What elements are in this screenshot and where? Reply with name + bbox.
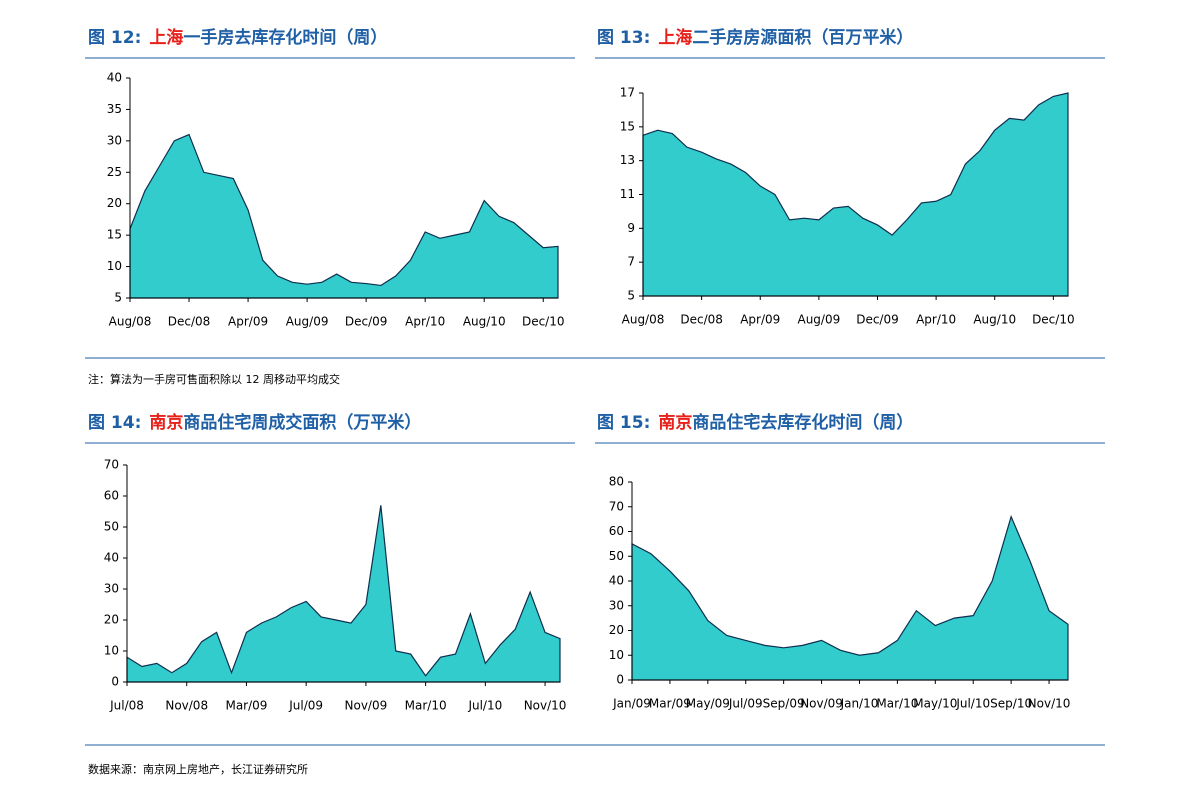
title-part: 二手房房源面积（百万平米） [692,27,913,48]
x-tick-label: Apr/09 [228,315,268,329]
y-tick-label: 70 [104,458,119,472]
title-part: 上海 [149,27,183,48]
x-tick-label: Aug/08 [622,313,665,327]
y-tick-label: 40 [104,551,119,565]
x-tick-label: Apr/09 [740,313,780,327]
title-part: 商品住宅周成交面积（万平米） [183,412,421,433]
x-tick-label: Jul/09 [728,697,763,711]
y-tick-label: 25 [107,165,122,179]
x-tick-label: May/10 [913,697,957,711]
x-tick-label: Dec/08 [680,313,723,327]
x-tick-label: Nov/09 [800,697,843,711]
x-tick-label: May/09 [686,697,730,711]
y-tick-label: 5 [114,291,122,305]
x-tick-label: Mar/09 [225,699,267,713]
x-tick-label: Aug/10 [973,313,1016,327]
y-tick-label: 40 [107,71,122,85]
x-tick-label: Nov/10 [524,699,567,713]
y-tick-label: 9 [627,221,635,235]
area [129,133,559,299]
title-part: 图 12: [88,28,141,48]
x-tick-label: Jan/09 [612,697,651,711]
y-tick-label: 0 [111,675,119,689]
x-tick-label: Nov/08 [165,699,208,713]
y-tick-label: 17 [620,86,635,100]
x-tick-label: Jan/10 [840,697,879,711]
area [126,505,561,683]
y-tick-label: 11 [620,187,635,201]
chart-title: 图 12: 上海一手房去库存化时间（周） [88,27,387,48]
title-part: 图 15: [597,413,650,433]
title-part: 上海 [658,27,692,48]
y-tick-label: 60 [609,524,624,538]
y-tick-label: 20 [107,196,122,210]
title-part: 图 14: [88,413,141,433]
y-tick-label: 0 [616,673,624,687]
x-tick-label: Mar/10 [876,697,918,711]
x-tick-label: Aug/09 [797,313,840,327]
x-tick-label: Mar/09 [649,697,691,711]
chart-title: 图 13: 上海二手房房源面积（百万平米） [597,27,913,48]
title-part: 图 13: [597,28,650,48]
title-part: 南京 [149,412,183,433]
x-tick-label: Apr/10 [405,315,445,329]
y-tick-label: 40 [609,574,624,588]
x-tick-label: Nov/10 [1028,697,1071,711]
y-tick-label: 20 [104,613,119,627]
y-tick-label: 50 [104,520,119,534]
chart-title: 图 15: 南京商品住宅去库存化时间（周） [597,412,913,433]
chart-title: 图 14: 南京商品住宅周成交面积（万平米） [88,412,421,433]
area [631,514,1069,681]
x-tick-label: Jul/10 [955,697,990,711]
y-tick-label: 15 [107,228,122,242]
title-part: 商品住宅去库存化时间（周） [692,412,913,433]
x-tick-label: Sep/09 [763,697,805,711]
x-tick-label: Dec/09 [345,315,388,329]
y-tick-label: 30 [609,598,624,612]
note: 注：算法为一手房可售面积除以 12 周移动平均成交 [88,372,340,386]
area [642,92,1069,297]
y-tick-label: 60 [104,489,119,503]
x-tick-label: Aug/09 [286,315,329,329]
y-tick-label: 13 [620,153,635,167]
x-tick-label: Aug/10 [463,315,506,329]
y-tick-label: 70 [609,499,624,513]
y-tick-label: 10 [104,644,119,658]
y-tick-label: 10 [609,648,624,662]
y-tick-label: 5 [627,289,635,303]
y-tick-label: 7 [627,255,635,269]
x-tick-label: Aug/08 [109,315,152,329]
y-tick-label: 10 [107,259,122,273]
x-tick-label: Dec/09 [856,313,899,327]
y-tick-label: 20 [609,623,624,637]
title-part: 一手房去库存化时间（周） [183,27,387,48]
y-tick-label: 50 [609,549,624,563]
x-tick-label: Jul/10 [467,699,502,713]
x-tick-label: Jul/09 [288,699,323,713]
y-tick-label: 80 [609,475,624,489]
x-tick-label: Apr/10 [916,313,956,327]
x-tick-label: Mar/10 [405,699,447,713]
y-tick-label: 30 [107,133,122,147]
x-tick-label: Nov/09 [345,699,388,713]
title-part: 南京 [658,412,692,433]
x-tick-label: Dec/10 [522,315,565,329]
y-tick-label: 30 [104,582,119,596]
x-tick-label: Jul/08 [109,699,144,713]
x-tick-label: Dec/10 [1032,313,1075,327]
y-tick-label: 35 [107,102,122,116]
x-tick-label: Sep/10 [990,697,1032,711]
x-tick-label: Dec/08 [168,315,211,329]
source: 数据来源：南京网上房地产，长江证券研究所 [88,762,308,776]
y-tick-label: 15 [620,119,635,133]
